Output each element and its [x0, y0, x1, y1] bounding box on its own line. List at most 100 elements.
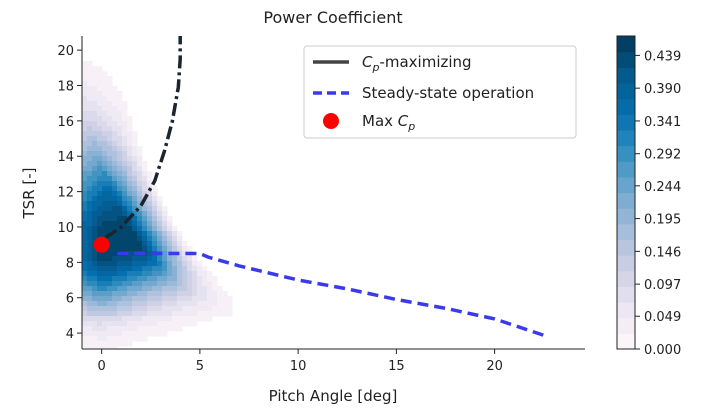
cp-cell — [87, 316, 93, 322]
cp-cell — [107, 216, 113, 222]
cp-cell — [82, 71, 88, 77]
cp-cell — [92, 106, 98, 112]
cp-cell — [182, 251, 188, 257]
cp-cell — [197, 301, 203, 307]
cp-cell — [132, 146, 138, 152]
cp-cell — [97, 331, 103, 337]
cp-cell — [147, 301, 153, 307]
cp-cell — [102, 286, 108, 292]
cp-cell — [92, 141, 98, 147]
cp-cell — [177, 306, 183, 312]
cp-cell — [117, 141, 123, 147]
x-tick-label: 15 — [388, 359, 405, 374]
cp-cell — [182, 306, 188, 312]
cp-cell — [167, 301, 173, 307]
cp-cell — [87, 131, 93, 137]
cp-cell — [127, 211, 133, 217]
cp-cell — [107, 221, 113, 227]
cp-cell — [97, 116, 103, 122]
cp-cell — [82, 331, 88, 337]
cp-cell — [92, 326, 98, 332]
cp-cell — [132, 226, 138, 232]
cp-cell — [87, 161, 93, 167]
cp-cell — [92, 301, 98, 307]
cp-cell — [107, 291, 113, 297]
cp-cell — [192, 321, 198, 327]
cp-cell — [157, 216, 163, 222]
legend-label-steady: Steady-state operation — [362, 84, 534, 102]
cp-cell — [117, 341, 123, 347]
cp-cell — [187, 261, 193, 267]
cp-cell — [87, 336, 93, 342]
cp-cell — [92, 321, 98, 327]
cp-cell — [152, 331, 158, 337]
cp-cell — [147, 211, 153, 217]
colorbar-band — [617, 145, 635, 162]
cp-cell — [147, 241, 153, 247]
cp-cell — [212, 301, 218, 307]
cp-cell — [142, 286, 148, 292]
cp-cell — [122, 106, 128, 112]
cp-cell — [107, 326, 113, 332]
cp-cell — [167, 241, 173, 247]
cp-cell — [97, 271, 103, 277]
cp-cell — [87, 236, 93, 242]
cp-cell — [147, 226, 153, 232]
cp-cell — [117, 126, 123, 132]
cp-cell — [132, 156, 138, 162]
cp-cell — [127, 171, 133, 177]
cp-cell — [107, 151, 113, 157]
cp-cell — [112, 341, 118, 347]
cp-cell — [152, 206, 158, 212]
cp-cell — [132, 331, 138, 337]
cp-cell — [122, 286, 128, 292]
cp-cell — [152, 211, 158, 217]
cp-cell — [117, 266, 123, 272]
cp-cell — [127, 186, 133, 192]
colorbar-band — [617, 223, 635, 241]
cp-cell — [102, 126, 108, 132]
cp-cell — [107, 246, 113, 252]
cp-cell — [147, 266, 153, 272]
cp-cell — [142, 331, 148, 337]
cp-cell — [122, 186, 128, 192]
cp-cell — [107, 91, 113, 97]
cp-cell — [92, 201, 98, 207]
cp-cell — [92, 266, 98, 272]
cp-cell — [142, 281, 148, 287]
colorbar-frame — [616, 35, 636, 350]
cp-cell — [137, 186, 143, 192]
cp-cell — [162, 231, 168, 237]
cp-cell — [112, 246, 118, 252]
cp-cell — [137, 236, 143, 242]
cp-cell — [117, 101, 123, 107]
y-axis-label: TSR [-] — [20, 168, 38, 220]
cp-cell — [87, 306, 93, 312]
cp-cell — [187, 301, 193, 307]
cp-cell — [147, 251, 153, 257]
cp-cell — [147, 331, 153, 337]
cp-cell — [87, 301, 93, 307]
cp-cell — [202, 271, 208, 277]
cp-cell — [217, 306, 223, 312]
cp-cell — [107, 76, 113, 82]
cp-cell — [187, 276, 193, 282]
cp-cell — [92, 336, 98, 342]
cp-cell — [222, 291, 228, 297]
cp-cell — [97, 251, 103, 257]
cp-cell — [97, 296, 103, 302]
cp-cell — [87, 201, 93, 207]
cp-cell — [92, 111, 98, 117]
cp-cell — [112, 141, 118, 147]
cp-cell — [107, 261, 113, 267]
cp-cell — [97, 136, 103, 142]
cp-cell — [152, 311, 158, 317]
cp-cell — [162, 296, 168, 302]
cp-cell — [107, 241, 113, 247]
cp-cell — [122, 221, 128, 227]
cp-cell — [152, 231, 158, 237]
cp-cell — [202, 276, 208, 282]
cp-cell — [122, 176, 128, 182]
cp-cell — [167, 306, 173, 312]
cp-cell — [162, 301, 168, 307]
